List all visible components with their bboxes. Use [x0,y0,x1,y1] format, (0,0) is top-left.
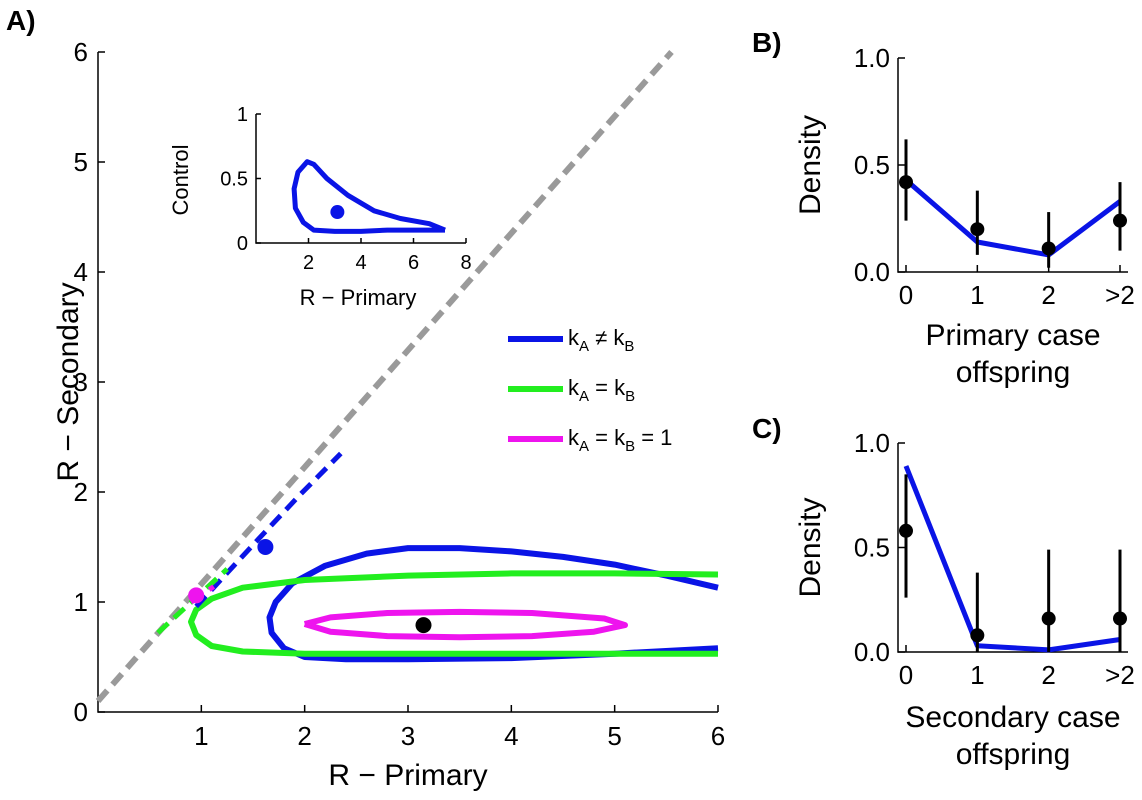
y-tick-label: 1.0 [854,428,890,458]
legend-label: kA = kB = 1 [568,425,672,455]
model-line [904,178,1122,258]
inset-data-point [330,205,345,220]
inset-y-axis-label: Control [168,145,193,216]
y-tick-label: 0.0 [854,257,890,287]
data-point [415,617,432,634]
x-tick-label: >2 [1105,660,1135,690]
y-axis-label: Density [794,497,827,597]
x-tick-label: 1 [970,660,984,690]
y-tick-label: 5 [74,147,88,177]
x-tick-label: 5 [607,721,621,751]
y-tick-label: 0.0 [854,637,890,667]
x-tick-label: 4 [504,721,518,751]
inset-y-tick-label: 0 [237,233,248,255]
x-tick-label: 0 [899,280,913,310]
y-axis-label: R − Secondary [52,282,85,481]
x-axis-label: offspring [956,738,1071,771]
series-line [194,451,343,609]
legend-label: kA = kB [568,375,635,405]
y-tick-label: 1 [74,587,88,617]
chart-panel-b: 0 1 2 >2 0.0 0.5 1.0 Primary case offspring Densi… [794,43,1135,389]
y-tick-label: 0.5 [854,533,890,563]
x-tick-label: 2 [297,721,311,751]
y-tick-label: 4 [74,257,88,287]
panel-label-b: B) [752,27,782,58]
panel-label-c: C) [752,413,782,444]
y-tick-label: 0 [74,697,88,727]
series-line [188,570,719,657]
inset-contour-line [291,159,446,234]
panel-label-a: A) [6,5,36,36]
observed-point [899,175,913,190]
x-axis-label: R − Primary [328,759,487,792]
x-tick-label: 3 [401,721,415,751]
observed-point [970,222,985,237]
data-point [188,587,205,604]
axis-lines [897,443,1128,653]
y-tick-label: 1.0 [854,43,890,73]
inset-x-tick-label: 8 [460,252,471,274]
y-tick-label: 6 [74,37,88,67]
x-tick-label: 6 [711,721,725,751]
x-tick-label: 1 [970,280,984,310]
x-axis-label: Secondary case [905,701,1120,734]
y-tick-label: 0.5 [854,150,890,180]
inset-x-tick-label: 2 [303,252,314,274]
y-tick-label: 3 [74,367,88,397]
series-line [303,608,628,641]
x-axis-label: offspring [956,356,1071,389]
chart-panel-c: 0 1 2 >2 0.0 0.5 1.0 Secondary case offspring Den… [794,428,1135,771]
x-tick-label: 2 [1041,660,1055,690]
x-tick-label: 2 [1041,280,1055,310]
legend-label: kA ≠ kB [568,325,634,355]
x-tick-label: 0 [899,660,913,690]
legend-panel-a: kA ≠ kB kA = kB kA = kB = 1 [508,325,672,455]
observed-point [970,628,985,643]
observed-point [899,523,913,538]
inset-x-tick-label: 4 [355,252,366,274]
observed-point [1113,213,1127,228]
x-axis-label: Primary case [925,319,1100,352]
inset-y-tick-label: 1 [237,104,248,126]
inset-y-tick-label: 0.5 [220,169,248,191]
data-point [257,539,274,555]
axis-lines [897,58,1128,273]
chart-panel-a: 1 2 3 4 5 6 0 1 2 3 4 5 6 R − Primary R − Secondary [52,37,725,792]
y-tick-label: 2 [74,477,88,507]
inset-x-axis-label: R − Primary [300,285,417,310]
x-tick-label: 1 [194,721,208,751]
observed-point [1041,241,1056,256]
x-tick-label: >2 [1105,280,1135,310]
y-axis-label: Density [794,115,827,215]
observed-point [1041,611,1056,626]
observed-point [1113,611,1127,626]
series-line [266,545,719,663]
chart-panel-a-inset: 2 4 6 8 0 0.5 1 R − Primary Control [168,104,472,310]
model-line [903,465,1121,653]
inset-x-tick-label: 6 [408,252,419,274]
